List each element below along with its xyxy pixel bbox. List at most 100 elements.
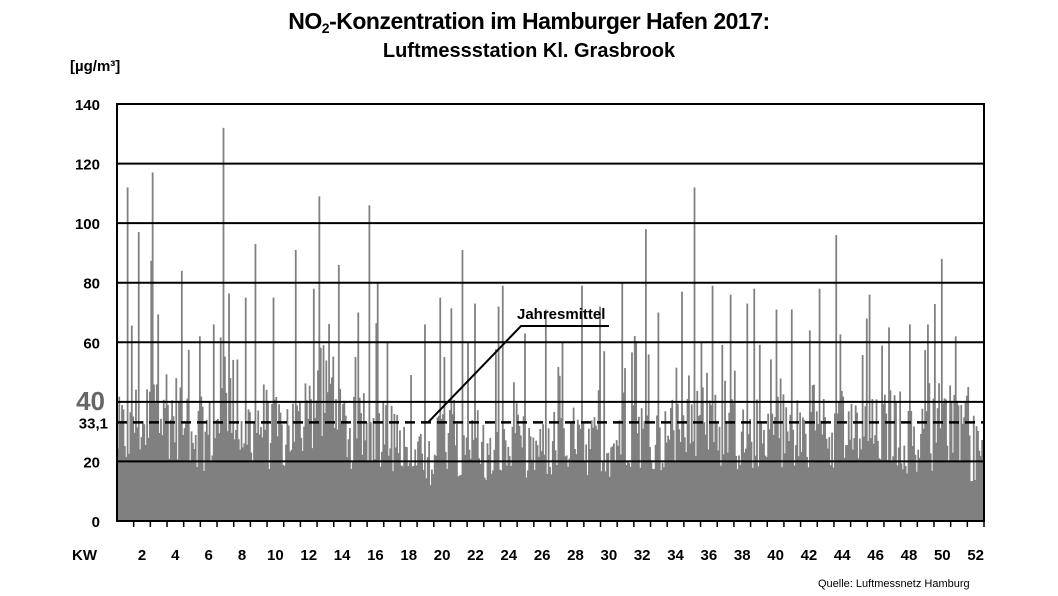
data-bar bbox=[604, 471, 607, 521]
data-bar bbox=[396, 414, 399, 521]
data-bar bbox=[240, 421, 243, 521]
data-bar bbox=[440, 418, 443, 521]
data-bar bbox=[686, 398, 689, 521]
data-bar bbox=[378, 413, 380, 521]
data-bar bbox=[892, 456, 895, 521]
data-bar bbox=[957, 405, 960, 521]
data-bar bbox=[653, 469, 656, 521]
data-bar bbox=[874, 435, 877, 521]
data-bar bbox=[863, 436, 865, 521]
data-bar bbox=[533, 469, 536, 521]
y-tick-label: 40 bbox=[76, 386, 105, 416]
data-bar bbox=[883, 394, 886, 521]
data-bar bbox=[833, 413, 836, 521]
data-bar bbox=[911, 446, 914, 521]
data-bar bbox=[286, 409, 289, 521]
data-bar bbox=[618, 420, 621, 521]
data-bar bbox=[893, 395, 896, 521]
data-bar bbox=[611, 446, 614, 521]
data-bar bbox=[961, 423, 964, 521]
data-bar bbox=[532, 437, 535, 521]
data-bar bbox=[122, 409, 125, 521]
data-bar bbox=[829, 465, 832, 521]
data-bar bbox=[450, 308, 453, 521]
data-bar bbox=[326, 392, 329, 521]
data-bar bbox=[243, 443, 246, 521]
data-bar bbox=[460, 474, 462, 521]
x-tick-label: 24 bbox=[500, 547, 517, 564]
data-bar bbox=[770, 359, 772, 521]
data-bar bbox=[593, 417, 596, 521]
data-bar bbox=[321, 435, 324, 521]
data-bar bbox=[582, 423, 585, 521]
data-bar bbox=[330, 377, 333, 521]
data-bar bbox=[296, 405, 299, 521]
x-tick-label: 8 bbox=[238, 547, 246, 564]
x-tick-label: 22 bbox=[467, 547, 484, 564]
data-bar bbox=[843, 457, 846, 521]
data-bar bbox=[775, 309, 778, 521]
data-bar bbox=[807, 467, 810, 521]
y-tick-label: 20 bbox=[83, 454, 100, 471]
data-bar bbox=[613, 443, 615, 521]
data-bar bbox=[870, 438, 872, 521]
data-bar bbox=[667, 435, 669, 521]
data-bar bbox=[531, 459, 533, 521]
data-bar bbox=[218, 433, 221, 521]
data-bar bbox=[547, 428, 550, 521]
data-bar bbox=[347, 439, 350, 521]
data-bar bbox=[836, 413, 839, 521]
data-bar bbox=[429, 485, 432, 521]
data-bar bbox=[922, 428, 925, 521]
data-bar bbox=[625, 465, 628, 521]
data-bar bbox=[433, 454, 436, 521]
data-bar bbox=[790, 309, 793, 521]
data-bar bbox=[867, 440, 870, 521]
y-tick-label: 100 bbox=[75, 216, 100, 233]
data-bar bbox=[392, 471, 394, 521]
data-bar bbox=[738, 455, 740, 521]
x-tick-label: 12 bbox=[300, 547, 317, 564]
data-bar bbox=[921, 408, 924, 521]
x-tick-label: 42 bbox=[801, 547, 818, 564]
data-bar bbox=[729, 294, 732, 521]
data-bar bbox=[795, 445, 797, 521]
data-bar bbox=[979, 456, 982, 521]
data-bar bbox=[332, 356, 335, 521]
data-bar bbox=[360, 413, 362, 521]
y-tick-label: 60 bbox=[83, 335, 100, 352]
data-bar bbox=[697, 415, 700, 521]
data-bar bbox=[185, 422, 187, 521]
data-bar bbox=[497, 306, 500, 521]
data-bar bbox=[146, 389, 148, 521]
data-bar bbox=[804, 433, 807, 521]
data-bar bbox=[849, 439, 852, 521]
data-bar bbox=[906, 473, 908, 521]
data-bar bbox=[603, 351, 606, 521]
data-bar bbox=[144, 444, 147, 521]
data-bar bbox=[827, 448, 829, 521]
data-bar bbox=[728, 412, 731, 521]
data-bar bbox=[454, 445, 457, 521]
data-bar bbox=[192, 442, 194, 521]
data-bar bbox=[825, 438, 828, 521]
data-bar bbox=[743, 452, 746, 521]
data-bar bbox=[808, 330, 811, 521]
data-bar bbox=[767, 413, 770, 521]
data-bar bbox=[714, 394, 717, 521]
data-bar bbox=[695, 455, 697, 521]
data-bar bbox=[444, 451, 447, 521]
data-bar bbox=[800, 452, 803, 521]
data-bar bbox=[447, 432, 450, 521]
data-bar bbox=[578, 424, 581, 521]
data-bar bbox=[688, 375, 690, 521]
x-tick-label: 38 bbox=[734, 547, 751, 564]
data-bar bbox=[963, 417, 965, 521]
data-bar bbox=[535, 440, 538, 521]
data-bar bbox=[297, 411, 300, 521]
data-bar bbox=[486, 443, 489, 521]
data-bar bbox=[590, 420, 593, 521]
data-bar bbox=[189, 460, 192, 521]
data-bar bbox=[539, 429, 542, 521]
data-bar bbox=[204, 431, 207, 521]
